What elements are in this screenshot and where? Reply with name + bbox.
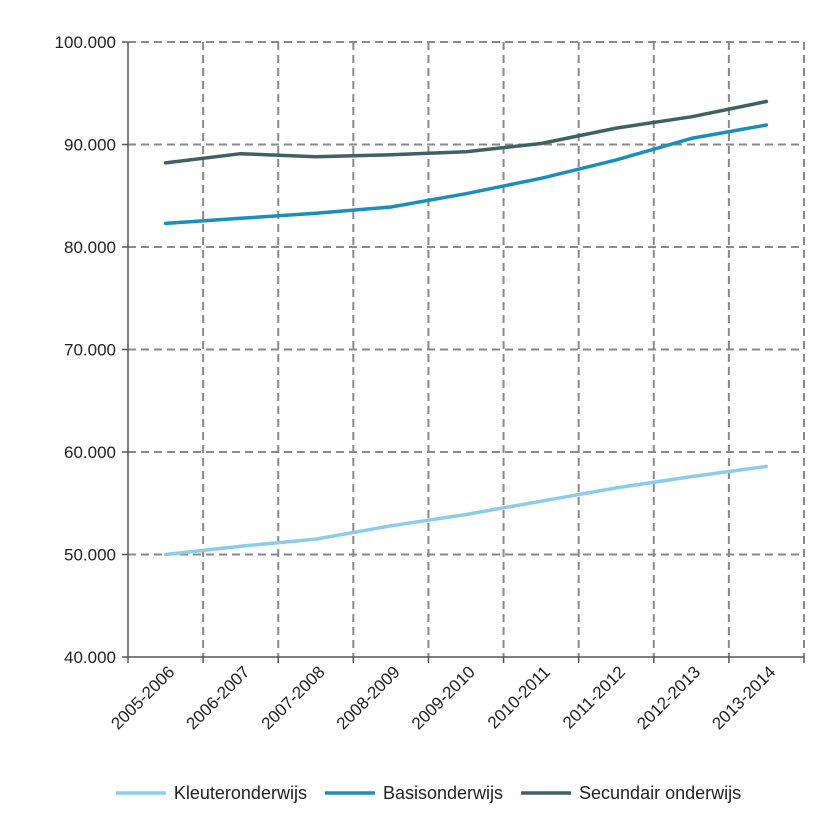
grid: [128, 41, 805, 657]
y-tick-label: 40.000: [64, 648, 116, 667]
axes: [122, 41, 805, 663]
series-line-secundair-onderwijs: [163, 99, 769, 165]
series-line-basisonderwijs: [163, 123, 769, 226]
series-lines: [163, 99, 769, 557]
legend-label: Basisonderwijs: [383, 783, 503, 803]
y-tick-labels: 40.000 50.000 60.000 70.000 80.000 90.000 100.…: [55, 33, 116, 667]
legend-item: Secundair onderwijs: [521, 783, 741, 803]
x-tick-label: 2008-2009: [333, 662, 404, 733]
series-line-kleuteronderwijs: [163, 464, 769, 557]
x-tick-label: 2010-2011: [484, 662, 554, 732]
x-tick-label: 2011-2012: [559, 662, 629, 732]
y-tick-label: 80.000: [64, 238, 116, 257]
y-tick-label: 90.000: [64, 136, 116, 155]
legend-item: Kleuteronderwijs: [115, 783, 307, 803]
y-tick-label: 60.000: [64, 443, 116, 462]
x-tick-label: 2009-2010: [408, 662, 479, 733]
y-tick-label: 50.000: [64, 546, 116, 565]
legend-label: Kleuteronderwijs: [174, 783, 307, 803]
legend: Kleuteronderwijs Basisonderwijs Secundair …: [115, 783, 741, 803]
x-tick-label: 2007-2008: [258, 662, 329, 733]
x-tick-label: 2013-2014: [708, 662, 779, 733]
y-tick-label: 70.000: [64, 341, 116, 360]
legend-label: Secundair onderwijs: [579, 783, 741, 803]
x-tick-label: 2012-2013: [633, 662, 704, 733]
y-tick-label: 100.000: [55, 33, 116, 52]
legend-item: Basisonderwijs: [324, 783, 503, 803]
x-tick-label: 2005-2006: [107, 662, 178, 733]
x-tick-labels: 2005-2006 2006-2007 2007-2008 2008-2009 2009…: [107, 662, 779, 733]
x-tick-label: 2006-2007: [183, 662, 254, 733]
